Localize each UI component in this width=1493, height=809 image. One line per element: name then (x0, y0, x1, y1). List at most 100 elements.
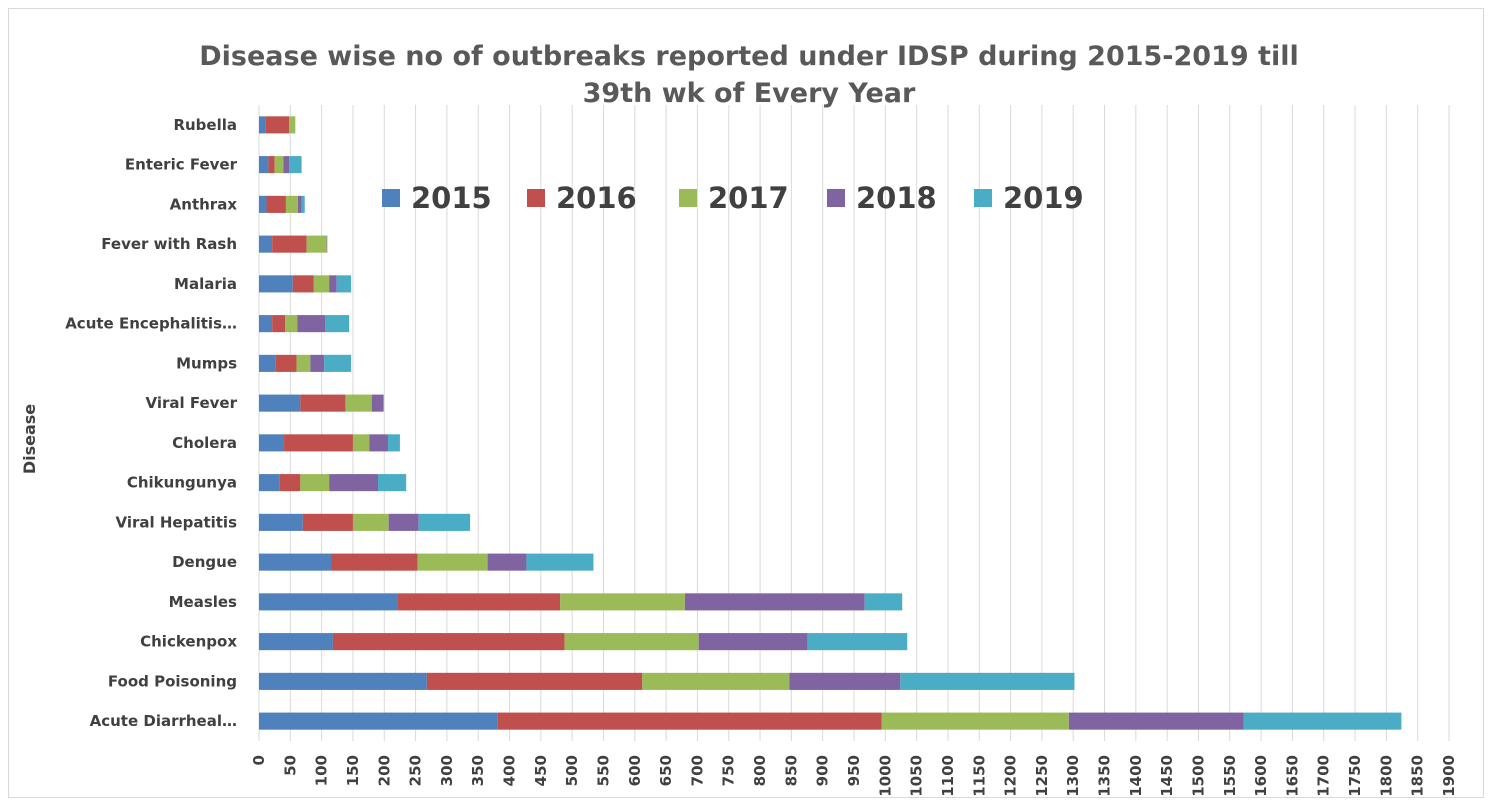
bar-2016-acute-diarrheal- (497, 712, 882, 730)
bar-2015-anthrax (259, 195, 267, 213)
x-tick-label-900: 900 (814, 755, 832, 786)
bar-2017-malaria (313, 275, 330, 293)
x-tick-label-1900: 1900 (1440, 755, 1458, 797)
legend-label-2016: 2016 (556, 181, 637, 215)
bars-layer (259, 116, 1402, 730)
x-tick-label-1400: 1400 (1127, 755, 1145, 797)
bar-2016-viral-fever (300, 394, 346, 412)
bar-2017-chickenpox (564, 633, 699, 651)
bar-2018-acute-diarrheal- (1068, 712, 1244, 730)
bar-2017-anthrax (285, 195, 298, 213)
bar-2016-cholera (284, 434, 353, 452)
bar-2016-dengue (331, 553, 418, 571)
chart-svg: Rubella Enteric Fever Anthrax Fever with Ra… (20, 41, 1458, 797)
x-tick-label-500: 500 (563, 755, 581, 786)
x-tick-label-1250: 1250 (1033, 755, 1051, 797)
category-label: Fever with Rash (101, 235, 237, 253)
bar-2016-fever-with-rash (272, 235, 307, 253)
bar-2015-malaria (259, 275, 293, 293)
bar-2017-mumps (296, 354, 311, 372)
x-tick-label-1200: 1200 (1002, 755, 1020, 797)
bar-2018-viral-fever (371, 394, 384, 412)
bar-2018-acute-encephalitis- (297, 315, 326, 333)
bar-2016-measles (397, 593, 561, 611)
chart-title-line1: Disease wise no of outbreaks reported un… (199, 41, 1298, 72)
bar-2016-rubella (265, 116, 290, 134)
bar-2018-mumps (310, 354, 325, 372)
x-tick-label-800: 800 (751, 755, 769, 786)
category-label: Anthrax (170, 195, 238, 213)
bar-2017-chikungunya (300, 474, 330, 492)
category-labels: Rubella Enteric Fever Anthrax Fever with Ra… (65, 116, 237, 730)
category-label: Cholera (172, 434, 237, 452)
bar-2016-chickenpox (332, 633, 565, 651)
bar-2016-acute-encephalitis- (272, 315, 286, 333)
bar-2017-viral-fever (345, 394, 372, 412)
legend-swatch-2018 (827, 189, 845, 207)
x-tick-label-750: 750 (720, 755, 738, 786)
x-tick-label-1300: 1300 (1064, 755, 1082, 797)
x-tick-labels: 0 50 100 150 200 250 300 350 400 450 500 550 600 650 7… (250, 755, 1458, 797)
bar-2018-cholera (369, 434, 389, 452)
bar-2015-measles (259, 593, 398, 611)
x-tick-label-1550: 1550 (1221, 755, 1239, 797)
bar-2017-rubella (289, 116, 296, 134)
bar-2019-chikungunya (378, 474, 407, 492)
bar-2016-enteric-fever (268, 156, 275, 174)
chart-title-line2: 39th wk of Every Year (583, 78, 916, 109)
bar-2015-chikungunya (259, 474, 280, 492)
bar-2017-food-poisoning (642, 672, 790, 690)
category-label: Viral Fever (145, 394, 237, 412)
x-tick-label-400: 400 (501, 755, 519, 786)
legend-swatch-2017 (679, 189, 697, 207)
legend-label-2017: 2017 (708, 181, 789, 215)
bar-2018-malaria (329, 275, 337, 293)
bar-2018-fever-with-rash (326, 235, 328, 253)
x-tick-label-1450: 1450 (1158, 755, 1176, 797)
bar-2019-measles (864, 593, 903, 611)
bar-2016-anthrax (266, 195, 286, 213)
legend-swatch-2019 (974, 189, 992, 207)
bar-2017-fever-with-rash (306, 235, 327, 253)
x-tick-label-350: 350 (469, 755, 487, 786)
category-label: Food Poisoning (108, 672, 237, 690)
legend-swatch-2016 (527, 189, 545, 207)
category-label: Enteric Fever (125, 156, 238, 174)
bar-2016-mumps (275, 354, 297, 372)
bar-2017-cholera (352, 434, 370, 452)
x-tick-label-1600: 1600 (1252, 755, 1270, 797)
bar-2017-enteric-fever (274, 156, 284, 174)
x-tick-label-850: 850 (782, 755, 800, 786)
bar-2018-measles (684, 593, 865, 611)
bar-2018-dengue (487, 553, 527, 571)
bar-2018-viral-hepatitis (388, 513, 419, 531)
bar-2019-enteric-fever (289, 156, 302, 174)
bar-2015-acute-diarrheal- (259, 712, 498, 730)
category-label: Chickenpox (140, 633, 237, 651)
bar-2017-measles (560, 593, 685, 611)
x-tick-label-1000: 1000 (876, 755, 894, 797)
bar-2015-chickenpox (259, 633, 333, 651)
category-label: Rubella (173, 116, 237, 134)
bar-2019-anthrax (301, 195, 305, 213)
bar-2015-dengue (259, 553, 332, 571)
legend-label-2018: 2018 (856, 181, 937, 215)
legend-swatch-2015 (382, 189, 400, 207)
category-label: Measles (169, 593, 237, 611)
x-tick-label-700: 700 (688, 755, 706, 786)
category-label: Acute Diarrheal… (90, 712, 237, 730)
bar-2019-chickenpox (807, 633, 908, 651)
bar-2015-mumps (259, 354, 276, 372)
x-tick-label-50: 50 (281, 755, 299, 776)
x-tick-label-1800: 1800 (1377, 755, 1395, 797)
legend: 2015 2016 2017 2018 2019 (382, 181, 1084, 215)
x-tick-label-1100: 1100 (939, 755, 957, 797)
bar-2015-rubella (259, 116, 266, 134)
x-tick-label-550: 550 (594, 755, 612, 786)
legend-label-2019: 2019 (1003, 181, 1084, 215)
bar-2015-viral-fever (259, 394, 301, 412)
bar-2017-acute-diarrheal- (881, 712, 1069, 730)
bar-2019-viral-hepatitis (418, 513, 471, 531)
bar-2019-dengue (526, 553, 594, 571)
bar-2018-enteric-fever (283, 156, 290, 174)
